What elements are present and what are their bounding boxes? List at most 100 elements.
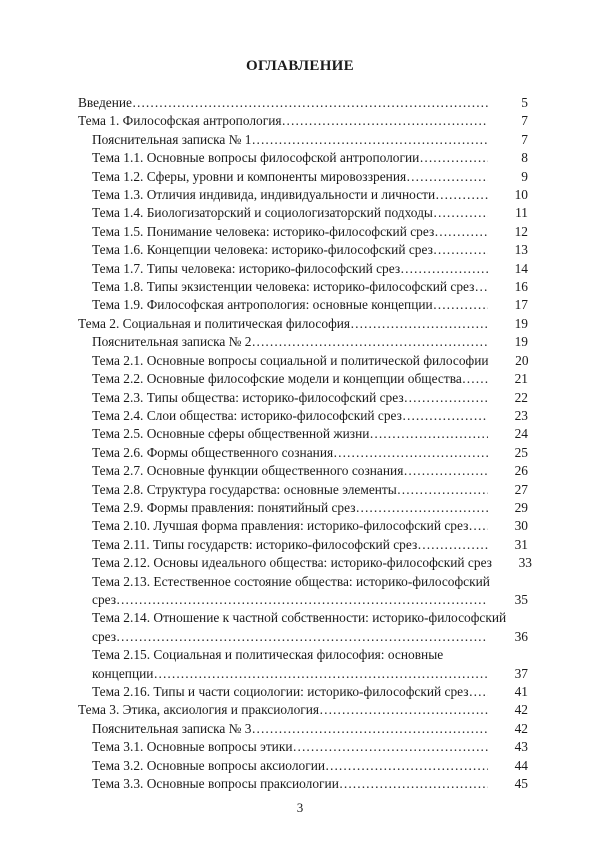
toc-entry-title: Тема 2. Социальная и политическая филосо…: [78, 315, 351, 331]
toc-entry-title: Тема 2.5. Основные сферы общественной жи…: [92, 426, 370, 442]
dot-leader: [469, 683, 488, 701]
toc-entry-title: Тема 2.15. Социальная и политическая фил…: [92, 647, 444, 663]
toc-entry[interactable]: Тема 1.6. Концепции человека: историко-ф…: [78, 241, 528, 259]
dot-leader: [433, 296, 488, 314]
toc-entry-page: 7: [521, 131, 528, 147]
toc-entry[interactable]: Тема 3.3. Основные вопросы праксиологии 4…: [78, 775, 528, 793]
toc-entry-title: Тема 2.3. Типы общества: историко-филосо…: [92, 389, 404, 405]
toc-entry-page: 43: [514, 739, 528, 755]
toc-entry-title: Тема 1.9. Философская антропология: осно…: [92, 297, 433, 313]
toc-entry-page: 10: [514, 187, 528, 203]
toc-entry-page: 7: [521, 113, 528, 129]
toc-entry-page: 26: [514, 463, 528, 479]
toc-entry-title: Тема 1.1. Основные вопросы философской а…: [92, 150, 420, 166]
toc-entry-title: Пояснительная записка № 1: [92, 131, 252, 147]
dot-leader: [282, 112, 488, 130]
toc-entry[interactable]: Тема 2.10. Лучшая форма правления: истор…: [78, 517, 528, 535]
toc-entry[interactable]: Тема 1.5. Понимание человека: историко-ф…: [78, 223, 528, 241]
toc-entry-page: 36: [514, 628, 528, 644]
toc-entry[interactable]: Тема 1.7. Типы человека: историко-филосо…: [78, 260, 528, 278]
toc-entry[interactable]: Тема 1.1. Основные вопросы философской а…: [78, 149, 528, 167]
dot-leader: [433, 204, 488, 222]
page-number: 3: [296, 800, 304, 815]
toc-entry-page: 41: [514, 684, 528, 699]
toc-entry[interactable]: Тема 2. Социальная и политическая филосо…: [78, 315, 528, 333]
toc-entry[interactable]: Тема 1.3. Отличия индивида, индивидуальн…: [78, 186, 528, 204]
toc-entry[interactable]: Тема 1.2. Сферы, уровни и компоненты мир…: [78, 168, 528, 186]
toc-entry-page: 13: [514, 242, 528, 258]
toc-entry-title: Тема 1.5. Понимание человека: историко-ф…: [92, 223, 435, 239]
toc-entry[interactable]: Тема 2.16. Типы и части социологии: исто…: [78, 683, 528, 701]
dot-leader: [433, 241, 488, 259]
toc-entry-page: 31: [514, 536, 528, 552]
toc-entry[interactable]: Тема 2.2. Основные философские модели и …: [78, 370, 528, 388]
dot-leader: [116, 628, 488, 646]
toc-entry-page: 11: [515, 205, 528, 221]
toc-entry[interactable]: Введение 5: [78, 94, 528, 112]
dot-leader: [468, 517, 488, 535]
toc-entry[interactable]: Тема 3.2. Основные вопросы аксиологии 44: [78, 757, 528, 775]
toc-entry[interactable]: Тема 2.7. Основные функции общественного…: [78, 462, 528, 480]
dot-leader: [435, 186, 488, 204]
toc-entry[interactable]: Тема 2.13. Естественное состояние общест…: [78, 573, 528, 610]
toc-entry-title: Тема 1.7. Типы человека: историко-филосо…: [92, 260, 401, 276]
toc-entry[interactable]: Тема 3.1. Основные вопросы этики 43: [78, 738, 528, 756]
toc-entry-page: 42: [514, 720, 528, 736]
dot-leader: [333, 444, 488, 462]
toc-entry[interactable]: Тема 2.1. Основные вопросы социальной и …: [78, 352, 529, 370]
toc-entry[interactable]: Тема 1.4. Биологизаторский и социологиза…: [78, 204, 528, 222]
toc-entry-page: 19: [514, 334, 528, 350]
toc-entry-title: Тема 2.8. Структура государства: основны…: [92, 481, 397, 497]
dot-leader: [406, 168, 488, 186]
dot-leader: [293, 738, 488, 756]
toc-entry-title: Тема 2.10. Лучшая форма правления: истор…: [92, 518, 469, 534]
dot-leader: [339, 775, 488, 793]
toc-entry[interactable]: Тема 2.15. Социальная и политическая фил…: [78, 646, 528, 683]
toc-entry-title: Тема 1.8. Типы экзистенции человека: ист…: [92, 279, 475, 295]
dot-leader: [400, 260, 488, 278]
toc-entry[interactable]: Тема 1. Философская антропология 7: [78, 112, 528, 130]
toc-entry-title: Тема 1.6. Концепции человека: историко-ф…: [92, 242, 433, 258]
toc-entry[interactable]: Тема 1.8. Типы экзистенции человека: ист…: [78, 278, 528, 296]
toc-entry[interactable]: Пояснительная записка № 3 42: [78, 720, 528, 738]
toc-entry-title: Тема 1.3. Отличия индивида, индивидуальн…: [92, 187, 436, 203]
toc-entry[interactable]: Тема 2.11. Типы государств: историко-фил…: [78, 536, 528, 554]
toc-entry-title: Тема 1.4. Биологизаторский и социологиза…: [92, 205, 433, 221]
toc-entry[interactable]: Тема 2.3. Типы общества: историко-филосо…: [78, 389, 528, 407]
dot-leader: [252, 333, 489, 351]
toc-entry-title: Тема 3.3. Основные вопросы праксиологии: [92, 776, 339, 792]
toc-entry[interactable]: Тема 2.14. Отношение к частной собственн…: [78, 609, 528, 646]
toc-entry-page: 24: [514, 426, 528, 442]
toc-entry-page: 29: [514, 499, 528, 515]
toc-entry[interactable]: Тема 2.9. Формы правления: понятийный ср…: [78, 499, 528, 517]
toc-entry-page: 42: [514, 702, 528, 718]
toc-entry[interactable]: Тема 2.12. Основы идеального общества: и…: [78, 554, 532, 572]
toc-entry-page: 33: [518, 555, 532, 571]
toc-entry-page: 5: [521, 95, 528, 110]
toc-entry[interactable]: Пояснительная записка № 1 7: [78, 131, 528, 149]
toc-entry-title: Тема 2.2. Основные философские модели и …: [92, 371, 462, 387]
toc-entry[interactable]: Тема 2.6. Формы общественного сознания 25: [78, 444, 528, 462]
toc-entry[interactable]: Тема 1.9. Философская антропология: осно…: [78, 296, 528, 314]
toc-entry-page: 45: [514, 776, 528, 792]
toc-entry-page: 30: [514, 518, 528, 534]
dot-leader: [325, 757, 488, 775]
toc-entry-title: Тема 1.2. Сферы, уровни и компоненты мир…: [92, 168, 407, 184]
toc-entry[interactable]: Тема 2.8. Структура государства: основны…: [78, 481, 528, 499]
toc-entry-page: 20: [515, 352, 529, 368]
toc-entry-page: 17: [514, 297, 528, 313]
dot-leader: [397, 481, 488, 499]
toc-entry[interactable]: Тема 2.4. Слои общества: историко-филосо…: [78, 407, 528, 425]
toc-entry-title: Тема 1. Философская антропология: [78, 113, 282, 129]
dot-leader: [252, 131, 489, 149]
toc-entry[interactable]: Тема 3. Этика, аксиология и праксиология…: [78, 701, 528, 719]
dot-leader: [462, 370, 488, 388]
toc-entry-title: Тема 3. Этика, аксиология и праксиология: [78, 702, 320, 718]
toc-entry-page: 37: [514, 665, 528, 681]
dot-leader: [132, 94, 488, 112]
dot-leader: [474, 278, 488, 296]
toc-entry[interactable]: Тема 2.5. Основные сферы общественной жи…: [78, 425, 528, 443]
toc-entry[interactable]: Пояснительная записка № 2 19: [78, 333, 528, 351]
dot-leader: [369, 425, 488, 443]
toc-entry-title: Тема 2.9. Формы правления: понятийный ср…: [92, 499, 356, 515]
